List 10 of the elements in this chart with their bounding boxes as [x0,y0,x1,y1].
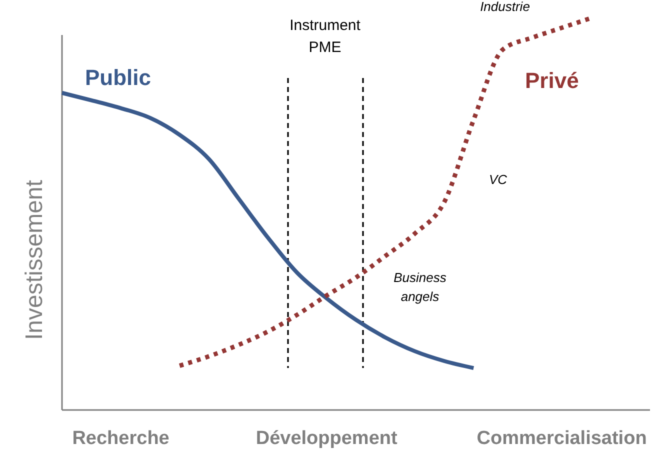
x-tick-label: Recherche [72,428,170,449]
text: Industrie [480,0,530,14]
y-axis-title: Investissement [21,180,48,340]
series-label: Public [85,65,152,90]
series-label: Privé [525,68,579,93]
annotation: Instrument PME [290,17,362,56]
x-tick-label: Commercialisation [476,428,647,449]
annotation: Business angels [394,270,447,304]
annotation: VC [488,172,508,187]
x-tick-label: Développement [256,428,398,449]
